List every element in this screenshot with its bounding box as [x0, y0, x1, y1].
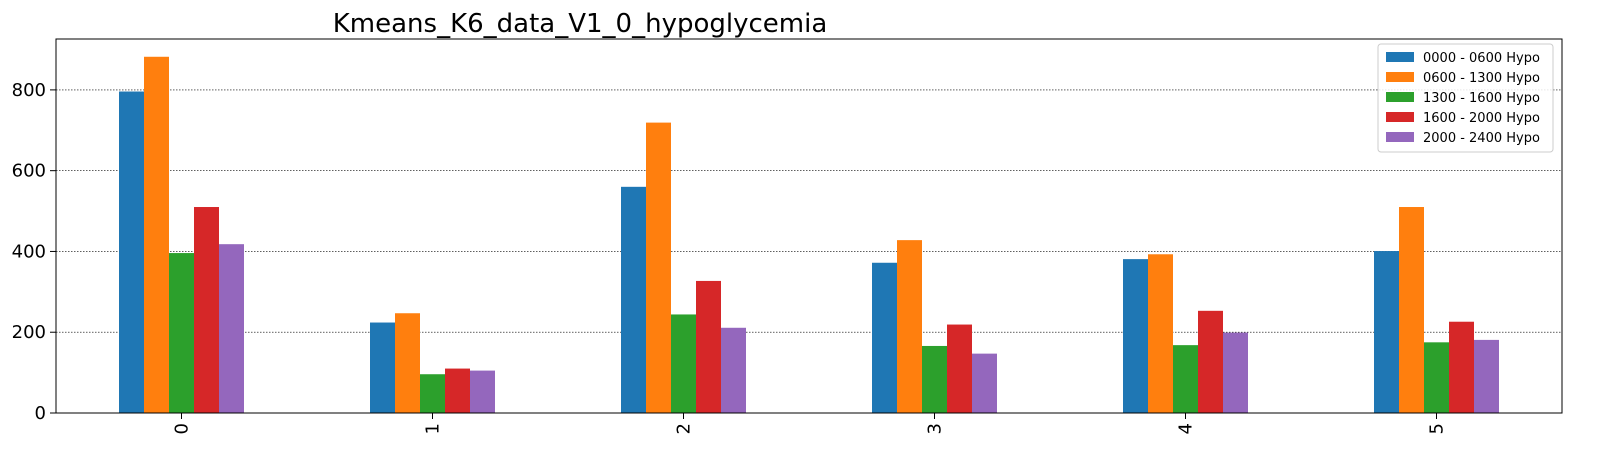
bar — [947, 324, 972, 413]
bar — [922, 345, 947, 413]
bar — [671, 314, 696, 413]
bar — [119, 91, 144, 413]
bar — [1449, 321, 1474, 413]
bar — [194, 207, 219, 413]
x-tick-label: 0 — [172, 423, 193, 434]
legend-swatch — [1386, 112, 1414, 122]
bar — [420, 374, 445, 413]
bar — [972, 353, 997, 413]
bar — [169, 253, 194, 413]
legend-swatch — [1386, 52, 1414, 62]
bar — [370, 322, 395, 413]
bar — [1374, 251, 1399, 413]
legend-label: 0600 - 1300 Hypo — [1423, 71, 1540, 86]
x-tick-label: 5 — [1427, 423, 1448, 434]
x-tick-label: 4 — [1176, 423, 1197, 434]
bar — [721, 327, 746, 413]
bars — [119, 56, 1499, 414]
bar — [219, 244, 244, 413]
bar — [445, 368, 470, 413]
x-tick-label: 2 — [674, 423, 695, 434]
plot-frame — [55, 38, 1563, 414]
bar — [1198, 310, 1223, 413]
bar — [144, 56, 169, 413]
bar — [696, 280, 721, 413]
legend-swatch — [1386, 92, 1414, 102]
bar — [1223, 332, 1248, 413]
y-tick-label: 800 — [12, 80, 46, 101]
y-tick-label: 200 — [12, 322, 46, 343]
y-tick-label: 0 — [35, 403, 46, 424]
legend-label: 0000 - 0600 Hypo — [1423, 51, 1540, 66]
bar — [1123, 259, 1148, 413]
legend: 0000 - 0600 Hypo 0600 - 1300 Hypo 1300 - 1… — [1377, 43, 1554, 153]
x-tick-label: 1 — [423, 423, 444, 434]
legend-label: 1300 - 1600 Hypo — [1423, 91, 1540, 106]
legend-swatch — [1386, 132, 1414, 142]
legend-label: 2000 - 2400 Hypo — [1423, 131, 1540, 146]
y-tick-label: 600 — [12, 161, 46, 182]
chart-title: Kmeans_K6_data_V1_0_hypoglycemia — [333, 9, 828, 39]
y-tick-label: 400 — [12, 241, 46, 262]
gridlines — [56, 89, 1562, 333]
x-tick-label: 3 — [925, 423, 946, 434]
bar — [1173, 345, 1198, 413]
bar — [1424, 342, 1449, 413]
bar — [897, 240, 922, 413]
legend-label: 1600 - 2000 Hypo — [1423, 111, 1540, 126]
legend-swatch — [1386, 72, 1414, 82]
bar — [621, 186, 646, 413]
axes: 0 200 400 600 800 0 1 2 3 4 5 — [12, 80, 1448, 435]
bar — [646, 122, 671, 414]
bar — [1148, 254, 1173, 413]
bar — [872, 262, 897, 413]
bar — [395, 313, 420, 413]
bar — [470, 370, 495, 413]
bar — [1399, 207, 1424, 413]
legend-box — [1377, 43, 1554, 153]
bar — [1474, 339, 1499, 413]
